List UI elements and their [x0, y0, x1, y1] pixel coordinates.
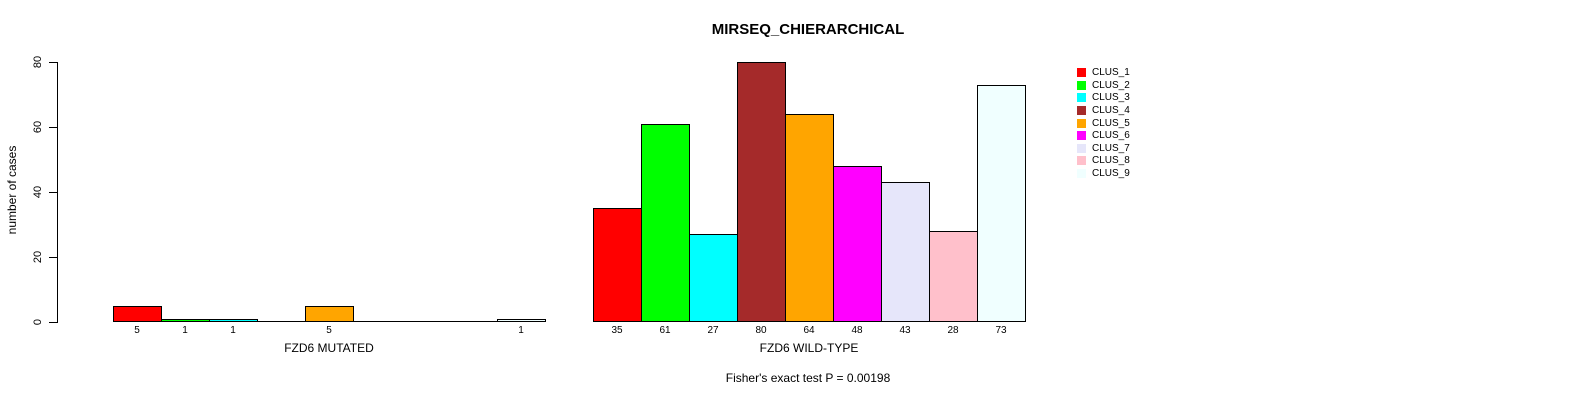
bar-clus_1: [593, 208, 642, 322]
bar-value-label: 1: [230, 325, 236, 336]
y-tick: [49, 192, 57, 193]
legend-item-clus_8: CLUS_8: [1077, 154, 1130, 167]
bar-value-label: 80: [755, 325, 767, 336]
bar-value-label: 5: [326, 325, 332, 336]
bar-clus_4: [737, 62, 786, 322]
caption: Fisher's exact test P = 0.00198: [725, 371, 891, 385]
legend-item-clus_1: CLUS_1: [1077, 66, 1130, 79]
y-tick: [49, 257, 57, 258]
y-tick-label: 80: [32, 55, 44, 69]
bar-value-label: 28: [947, 325, 959, 336]
bar-clus_5: [785, 114, 834, 322]
bar-clus_1: [113, 306, 162, 322]
zero-bar-clus_4: [257, 321, 306, 322]
bar-clus_2: [641, 124, 690, 322]
legend-item-clus_7: CLUS_7: [1077, 142, 1130, 155]
bar-clus_6: [833, 166, 882, 322]
zero-bar-clus_8: [449, 321, 498, 322]
legend-item-clus_3: CLUS_3: [1077, 91, 1130, 104]
legend-label: CLUS_7: [1092, 142, 1130, 154]
legend-label: CLUS_8: [1092, 155, 1130, 167]
x-group-label: FZD6 WILD-TYPE: [759, 341, 859, 355]
chart-title: MIRSEQ_CHIERARCHICAL: [711, 21, 905, 38]
legend-item-clus_4: CLUS_4: [1077, 104, 1130, 117]
legend-label: CLUS_1: [1092, 67, 1130, 78]
bar-clus_2: [161, 319, 210, 322]
bar-value-label: 64: [803, 325, 815, 336]
legend-swatch: [1077, 131, 1086, 141]
bar-clus_5: [305, 306, 354, 322]
y-tick-label: 60: [32, 120, 44, 134]
legend-label: CLUS_5: [1092, 117, 1130, 129]
bar-value-label: 61: [659, 325, 671, 336]
legend-swatch: [1077, 68, 1086, 77]
bar-value-label: 48: [851, 325, 863, 336]
y-axis-line: [57, 62, 58, 323]
y-tick-label: 20: [32, 250, 44, 264]
legend-item-clus_2: CLUS_2: [1077, 79, 1130, 92]
legend-swatch: [1077, 105, 1086, 115]
bar-clus_9: [977, 85, 1026, 322]
legend-swatch: [1077, 93, 1086, 103]
bar-value-label: 1: [518, 325, 524, 336]
legend-item-clus_6: CLUS_6: [1077, 129, 1130, 142]
legend-swatch: [1077, 169, 1086, 178]
legend-swatch: [1077, 80, 1086, 90]
zero-bar-clus_7: [401, 321, 450, 322]
legend-swatch: [1077, 143, 1086, 153]
bar-clus_9: [497, 319, 546, 322]
y-tick-label: 0: [32, 318, 44, 326]
y-tick: [49, 127, 57, 128]
y-axis-label: number of cases: [5, 145, 19, 235]
y-tick-label: 40: [32, 185, 44, 199]
legend-item-clus_5: CLUS_5: [1077, 117, 1130, 130]
bar-value-label: 35: [611, 325, 623, 336]
bar-clus_7: [881, 182, 930, 322]
legend-label: CLUS_2: [1092, 79, 1130, 91]
legend-item-clus_9: CLUS_9: [1077, 167, 1130, 180]
legend-label: CLUS_4: [1092, 104, 1130, 116]
bar-value-label: 73: [995, 325, 1007, 336]
legend-label: CLUS_6: [1092, 130, 1130, 142]
bar-clus_8: [929, 231, 978, 322]
bar-value-label: 1: [182, 325, 188, 336]
x-group-label: FZD6 MUTATED: [284, 341, 374, 355]
legend-swatch: [1077, 156, 1086, 166]
legend-swatch: [1077, 118, 1086, 128]
bar-clus_3: [689, 234, 738, 322]
bar-value-label: 43: [899, 325, 911, 336]
zero-bar-clus_6: [353, 321, 402, 322]
y-tick: [49, 322, 57, 323]
legend-label: CLUS_3: [1092, 92, 1130, 104]
bar-value-label: 5: [134, 325, 140, 336]
bar-value-label: 27: [707, 325, 719, 336]
legend-label: CLUS_9: [1092, 168, 1130, 179]
bar-clus_3: [209, 319, 258, 322]
y-tick: [49, 62, 57, 63]
